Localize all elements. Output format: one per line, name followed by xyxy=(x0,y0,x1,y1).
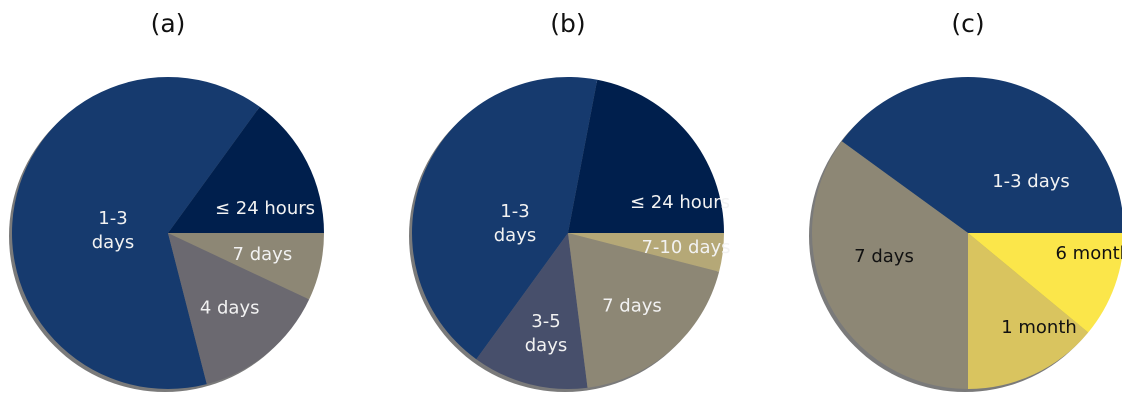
pie-slice-1-3-days xyxy=(412,77,598,360)
pie-slice-le-24-hours xyxy=(168,106,324,233)
slice-label-7-days: 7 days xyxy=(854,246,914,267)
slice-label-1-3-days: 1-3 days xyxy=(992,171,1070,192)
slice-label-4-days: 4 days xyxy=(200,298,260,319)
slice-label-3-5-days: 3-5 days xyxy=(525,311,568,356)
slice-label-le-24-hours: ≤ 24 hours xyxy=(630,192,730,213)
pie-slice-3-5-days xyxy=(476,233,588,390)
chart-title: (c) xyxy=(951,9,984,38)
pie-slice-4-days xyxy=(168,233,310,385)
pie-slice-le-24-hours xyxy=(568,79,724,234)
chart-title: (b) xyxy=(550,9,585,38)
slice-label-7-days: 7 days xyxy=(602,296,662,317)
pie-slice-1-month xyxy=(968,233,1089,390)
pie-slice-7-days xyxy=(568,233,720,388)
slice-label-1-3-days: 1-3 days xyxy=(92,208,135,253)
slice-label-le-24-hours: ≤ 24 hours xyxy=(215,198,315,219)
pie-chart-1: (a) ≤ 24 hours 1-3 days 4 days 7 days xyxy=(9,9,324,392)
pie-slice-7-days xyxy=(811,141,968,389)
slice-label-7-10-days: 7-10 days xyxy=(641,237,730,258)
pie-slice-7-10-days xyxy=(568,233,724,272)
slice-label-7-days: 7 days xyxy=(233,244,293,265)
slice-label-6-months: 6 months xyxy=(1056,243,1122,264)
pie-slice-6-months xyxy=(968,233,1122,333)
pie-slice-1-3-days xyxy=(12,77,260,390)
slice-label-1-3-days: 1-3 days xyxy=(494,201,537,246)
pie-chart-2: (b) ≤ 24 hours 1-3 days 3-5 days 7 days 7-10 da… xyxy=(409,9,731,392)
slice-label-1-month: 1 month xyxy=(1001,317,1077,338)
pie-slice-1-3-days xyxy=(841,77,1122,233)
chart-title: (a) xyxy=(151,9,186,38)
pie-chart-3: (c) 1-3 days 7 days 1 month 6 months xyxy=(809,9,1122,392)
pie-slice-7-days xyxy=(168,233,324,300)
